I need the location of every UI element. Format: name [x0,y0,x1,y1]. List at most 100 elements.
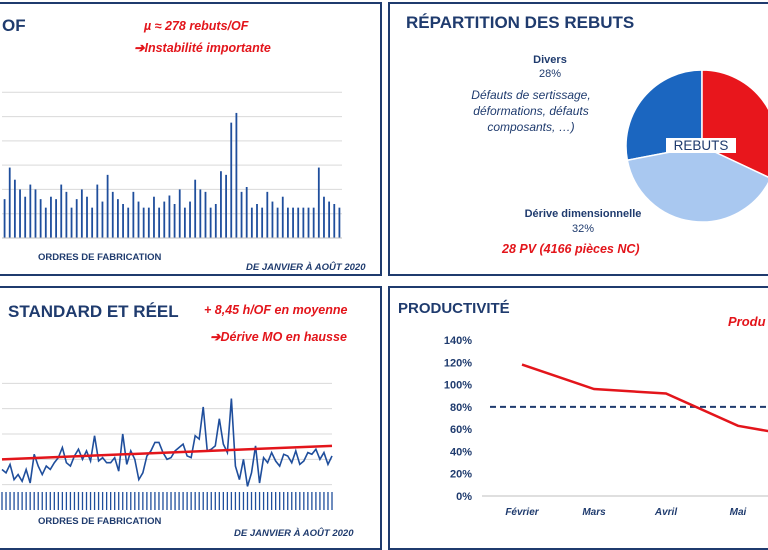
x-tick-label: Avril [654,507,677,518]
bar [240,191,243,238]
divers-desc-1: Défauts de sertissage, [471,88,591,102]
bar [163,201,166,238]
period-label: DE JANVIER À AOÛT 2020 [246,262,366,273]
bar [287,207,289,238]
bar [106,174,109,238]
bar [173,204,176,238]
bar [312,207,315,238]
rebuts-bar-chart [2,91,342,239]
bar [153,196,155,238]
rebuts-per-of-panel: OF µ ≈ 278 rebuts/OF ➔Instabilité import… [0,2,382,276]
pie-center-label: REBUTS [666,138,736,153]
bar [183,207,186,238]
bar [122,204,124,238]
pv-note: 28 PV (4166 pièces NC) [502,242,640,256]
bar [55,199,57,238]
bar [101,201,104,238]
bar [266,191,269,238]
bar [292,207,294,238]
productivity-panel: PRODUCTIVITÉ Produ 0% 20% 40% 60% 80% 100% 120… [388,286,768,550]
bar [199,189,202,238]
bar [220,171,222,238]
bar [80,189,83,238]
bar [261,207,264,238]
bar [333,204,336,238]
bar [250,207,253,238]
panel-title: OF [2,16,26,35]
bar [137,201,140,238]
bar [194,179,197,238]
bar [338,207,341,238]
derive-label: Dérive dimensionnelle [524,208,642,220]
hours-line-chart [1,382,333,510]
bar [245,187,248,238]
y-tick-label: 40% [450,446,472,458]
bar [271,201,274,238]
bar [50,196,52,238]
rebuts-distribution-panel: RÉPARTITION DES REBUTS Divers 28% Défaut… [388,2,768,276]
bar [132,191,135,238]
bar [13,179,16,238]
bar [8,167,11,238]
pie-slice [625,69,703,162]
rebuts-pie-chart [625,69,768,223]
standard-vs-real-panel: STANDARD ET RÉEL + 8,45 h/OF en moyenne … [0,286,382,550]
real-hours-line [1,398,333,487]
bar [158,207,161,238]
bar [230,122,233,238]
bar [3,199,6,238]
y-tick-label: 60% [450,424,472,436]
average-note: + 8,45 h/OF en moyenne [204,303,348,317]
x-tick-label: Mars [582,507,606,518]
bar [307,207,310,238]
divers-pct: 28% [538,68,562,80]
bar [225,174,227,238]
panel-title: STANDARD ET RÉEL [8,302,179,321]
bar [70,207,73,238]
bar [75,199,78,238]
bar [323,196,325,238]
bar [147,207,150,238]
bar [209,207,212,238]
bar [142,207,145,238]
bar [297,207,300,238]
bar [235,112,238,238]
bar [117,199,119,238]
bar [34,189,37,238]
bar [127,207,130,238]
x-tick-label: Février [505,507,539,518]
bar [256,204,258,238]
drift-note: ➔Dérive MO en hausse [210,330,347,344]
y-tick-label: 100% [444,380,472,392]
bar [65,191,68,238]
bar [168,195,171,238]
instability-note: ➔Instabilité importante [134,41,271,55]
derive-pct: 32% [571,223,595,235]
y-tick-label: 140% [444,335,472,347]
bar [24,196,27,238]
productivity-note: Produ [728,314,766,329]
bar [96,184,99,238]
period-label: DE JANVIER À AOÛT 2020 [234,528,354,539]
bar [29,184,32,238]
bar [86,196,88,238]
divers-desc-3: composants, …) [487,120,575,134]
x-axis-label: ORDRES DE FABRICATION [38,252,162,263]
divers-label: Divers [533,54,567,66]
productivity-line-chart: 0% 20% 40% 60% 80% 100% 120% 140% Février Mars Avr… [444,335,768,518]
bar [44,207,47,238]
trend-line [1,444,333,461]
bar [317,167,320,238]
x-tick-label: Mai [730,507,747,518]
bar [204,191,207,238]
bar [111,191,114,238]
bar [302,207,305,238]
bar [91,207,94,238]
bar [276,207,279,238]
pie-slice [626,145,768,223]
panel-title: PRODUCTIVITÉ [398,300,510,317]
bar [19,189,21,238]
x-axis-label: ORDRES DE FABRICATION [38,516,162,527]
bar [178,189,181,238]
y-tick-label: 0% [456,491,472,503]
